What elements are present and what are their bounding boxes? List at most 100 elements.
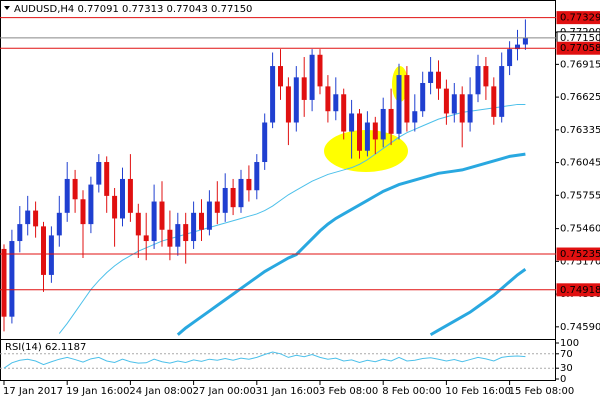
candle-body: [364, 122, 370, 151]
candle-body: [48, 235, 54, 275]
highlight-ellipse: [324, 130, 408, 172]
level-label: 0.77329: [560, 13, 600, 24]
candle-body: [372, 122, 378, 140]
candle-body: [380, 108, 386, 140]
candle-body: [333, 94, 339, 112]
candle-body: [72, 178, 78, 200]
rsi-line: [3, 351, 526, 369]
y-tick-label: 0.76335: [560, 125, 600, 136]
rsi-tick-label: 30: [560, 363, 573, 374]
plot-frame: [0, 0, 556, 381]
candle-body: [270, 66, 276, 123]
rsi-tick-label: 100: [560, 338, 579, 349]
y-tick-label: 0.75460: [560, 224, 600, 235]
candle-body: [206, 201, 212, 230]
x-tick-label: 15 Feb 08:00: [509, 386, 575, 397]
y-tick-label: 0.74590: [560, 322, 600, 333]
candle-body: [325, 86, 331, 112]
candle-body: [428, 71, 434, 83]
candle-body: [104, 162, 110, 196]
level-label: 0.77058: [560, 43, 600, 54]
candle-body: [317, 54, 323, 87]
candle-body: [404, 75, 410, 123]
chart-title: AUDUSD,H4 0.77091 0.77313 0.77043 0.7715…: [14, 4, 252, 15]
x-tick-label: 3 Feb 08:00: [319, 386, 378, 397]
rsi-tick-label: 70: [560, 349, 573, 360]
candle-body: [483, 66, 489, 87]
candle-body: [309, 54, 315, 100]
y-tick-label: 0.75170: [560, 256, 600, 267]
candle-body: [507, 49, 513, 67]
candle-body: [293, 77, 299, 123]
candle-body: [214, 201, 220, 213]
candle-body: [522, 37, 528, 45]
candle-body: [467, 94, 473, 123]
candle-body: [9, 241, 15, 317]
level-label: 0.75235: [560, 249, 600, 260]
x-tick-label: 24 Jan 08:00: [129, 386, 192, 397]
candle-body: [80, 199, 86, 225]
candle-body: [396, 75, 402, 134]
candle-body: [135, 212, 141, 236]
candle-body: [285, 86, 291, 123]
candle-body: [341, 94, 347, 132]
moving-average: [58, 103, 526, 334]
candle-body: [515, 44, 520, 50]
y-tick-label: 0.75755: [560, 190, 600, 201]
moving-average: [429, 268, 527, 337]
y-tick-label: 0.76625: [560, 92, 600, 103]
candle-body: [412, 111, 418, 123]
candle-body: [451, 94, 457, 114]
candle-body: [17, 224, 23, 242]
x-tick-label: 17 Jan 2017: [3, 386, 63, 397]
level-label: 0.74918: [560, 285, 600, 296]
moving-average: [176, 152, 526, 336]
candle-body: [120, 178, 125, 219]
candle-body: [199, 212, 204, 230]
candle-body: [459, 94, 465, 123]
candle-body: [183, 224, 189, 242]
candle-body: [499, 66, 505, 117]
level-label: 0.77150: [560, 33, 600, 44]
candle-body: [25, 210, 31, 225]
candle-body: [56, 212, 62, 236]
candle-body: [238, 178, 244, 208]
candle-body: [175, 224, 181, 247]
candle-body: [1, 248, 7, 317]
rsi-title: RSI(14) 62.1187: [5, 342, 86, 353]
candle-body: [301, 77, 307, 100]
x-tick-label: 27 Jan 00:00: [193, 386, 256, 397]
level-label-box: [556, 283, 600, 297]
candle-body: [230, 187, 236, 208]
x-tick-label: 10 Feb 16:00: [445, 386, 511, 397]
candle-body: [151, 201, 157, 242]
menu-arrow: [4, 6, 10, 10]
candle-body: [278, 66, 283, 87]
candle-body: [167, 229, 173, 247]
candle-body: [64, 178, 70, 213]
candle-body: [127, 178, 133, 213]
candle-body: [475, 66, 481, 95]
rsi-tick-label: 0: [560, 374, 566, 385]
candle-body: [420, 82, 426, 112]
candle-body: [254, 162, 260, 191]
candle-body: [436, 71, 441, 89]
candle-body: [246, 178, 252, 191]
candle-body: [112, 195, 118, 219]
candle-body: [357, 113, 362, 151]
x-tick-label: 31 Jan 16:00: [256, 386, 319, 397]
y-tick-label: 0.76915: [560, 59, 600, 70]
y-tick-label: 0.76045: [560, 158, 600, 169]
x-tick-label: 8 Feb 00:00: [382, 386, 441, 397]
level-label-box: [556, 11, 600, 25]
level-label-box: [556, 41, 600, 55]
candle-body: [222, 187, 228, 213]
candle-body: [41, 226, 46, 275]
candle-body: [349, 113, 355, 132]
candle-body: [159, 201, 165, 230]
candle-body: [33, 210, 39, 227]
candle-body: [143, 235, 149, 242]
x-tick-label: 19 Jan 16:00: [66, 386, 129, 397]
candle-body: [191, 212, 197, 242]
level-label-box: [556, 247, 600, 261]
